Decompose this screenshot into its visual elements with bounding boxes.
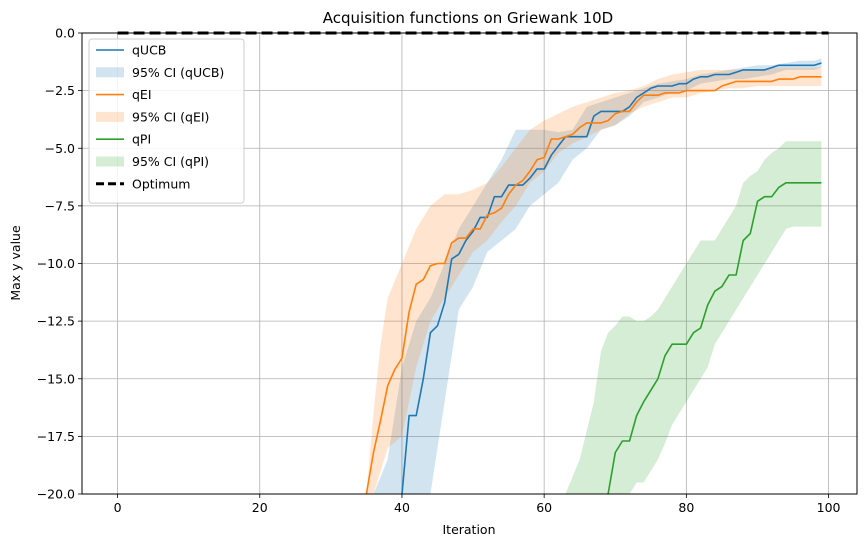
legend-swatch-band xyxy=(96,111,124,122)
x-axis-label: Iteration xyxy=(442,522,495,537)
x-tick-label: 0 xyxy=(114,500,122,515)
chart-title: Acquisition functions on Griewank 10D xyxy=(323,9,613,27)
x-ticks: 0 20 40 60 80 100 xyxy=(114,494,841,515)
legend-label: 95% CI (qEI) xyxy=(132,109,209,124)
y-tick-label: −5.0 xyxy=(45,141,75,156)
legend: qUCB 95% CI (qUCB) qEI 95% CI (qEI) qPI 95% C… xyxy=(88,38,245,204)
confidence-bands xyxy=(366,58,822,495)
x-tick-label: 60 xyxy=(536,500,552,515)
x-tick-label: 100 xyxy=(817,500,841,515)
legend-label: qUCB xyxy=(132,43,166,58)
y-tick-label: −2.5 xyxy=(45,83,75,98)
legend-swatch-band xyxy=(96,156,124,167)
y-axis-label: Max y value xyxy=(8,225,23,301)
series-lines xyxy=(365,62,822,495)
y-tick-label: −7.5 xyxy=(45,198,75,213)
legend-swatch-band xyxy=(96,67,124,78)
legend-label: qEI xyxy=(132,87,152,102)
ci-band-qucb xyxy=(373,58,822,495)
y-tick-label: −12.5 xyxy=(37,314,75,329)
y-tick-label: 0.0 xyxy=(55,26,75,41)
series-line-qei xyxy=(365,76,822,495)
y-tick-label: −20.0 xyxy=(37,487,75,502)
legend-label: qPI xyxy=(132,132,151,147)
ci-band-qpi xyxy=(565,141,822,495)
legend-label: 95% CI (qPI) xyxy=(132,154,209,169)
series-line-qucb xyxy=(401,62,822,495)
x-tick-label: 20 xyxy=(252,500,268,515)
y-ticks: 0.0 −2.5 −5.0 −7.5 −10.0 −12.5 −15.0 −17.5 −20.0 xyxy=(37,26,82,502)
y-tick-label: −10.0 xyxy=(37,256,75,271)
legend-label: Optimum xyxy=(132,176,190,191)
x-tick-label: 80 xyxy=(678,500,694,515)
y-tick-label: −17.5 xyxy=(37,429,75,444)
legend-label: 95% CI (qUCB) xyxy=(132,65,224,80)
series-line-qpi xyxy=(607,182,822,495)
x-tick-label: 40 xyxy=(394,500,410,515)
legend-box xyxy=(88,38,245,204)
y-tick-label: −15.0 xyxy=(37,371,75,386)
